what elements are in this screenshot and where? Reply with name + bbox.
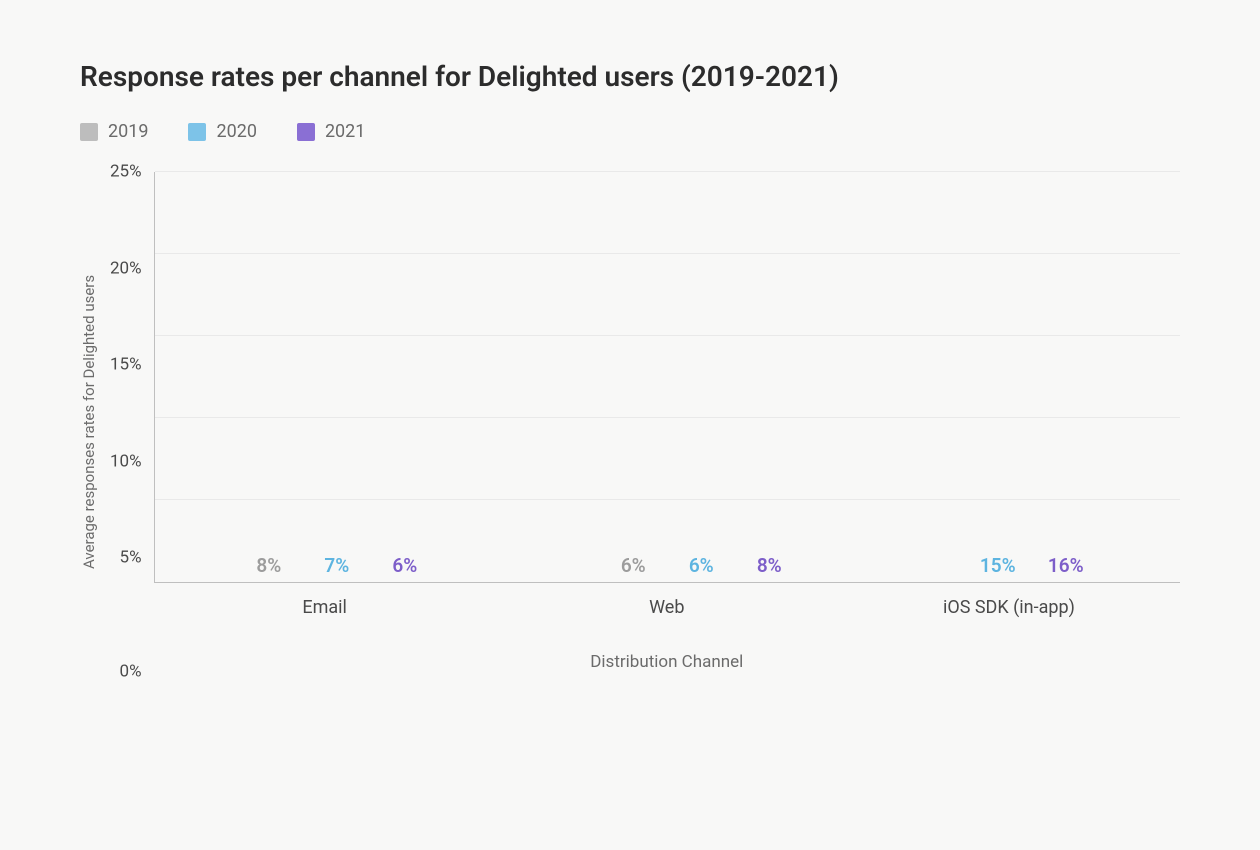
y-tick: 15%	[110, 357, 142, 374]
legend-item-2021: 2021	[297, 121, 365, 142]
bar-value-label: 8%	[757, 554, 782, 577]
y-tick: 25%	[110, 164, 142, 181]
bar-groups: 8% 7% 6% 6% 6% 8% 15% 16%	[155, 172, 1180, 582]
legend-label: 2019	[108, 121, 148, 142]
bar-value-label: 6%	[689, 554, 714, 577]
chart-area: Average responses rates for Delighted us…	[80, 172, 1180, 672]
x-category-label: Email	[154, 597, 496, 618]
bar-value-label: 8%	[256, 554, 281, 577]
legend: 2019 2020 2021	[80, 121, 1180, 142]
bar-value-label: 6%	[621, 554, 646, 577]
y-tick: 20%	[110, 260, 142, 277]
legend-label: 2020	[216, 121, 256, 142]
legend-swatch-2021	[297, 123, 315, 141]
x-category-label: Web	[496, 597, 838, 618]
bar-value-label: 16%	[1048, 554, 1084, 577]
plot-area: 8% 7% 6% 6% 6% 8% 15% 16%	[154, 172, 1180, 583]
y-tick: 0%	[110, 663, 142, 680]
x-category-label: iOS SDK (in-app)	[838, 597, 1180, 618]
y-axis-label: Average responses rates for Delighted us…	[80, 172, 98, 672]
legend-swatch-2020	[188, 123, 206, 141]
x-axis-categories: EmailWebiOS SDK (in-app)	[154, 597, 1180, 618]
bar-value-label: 7%	[324, 554, 349, 577]
bar-value-label: 6%	[392, 554, 417, 577]
bar-value-label: 15%	[980, 554, 1016, 577]
legend-swatch-2019	[80, 123, 98, 141]
legend-item-2019: 2019	[80, 121, 148, 142]
chart-title: Response rates per channel for Delighted…	[80, 60, 1180, 93]
x-axis-label: Distribution Channel	[154, 652, 1180, 672]
y-tick: 5%	[110, 550, 142, 567]
legend-label: 2021	[325, 121, 365, 142]
y-axis-ticks: 25% 20% 15% 10% 5% 0%	[110, 172, 142, 672]
legend-item-2020: 2020	[188, 121, 256, 142]
y-tick: 10%	[110, 453, 142, 470]
